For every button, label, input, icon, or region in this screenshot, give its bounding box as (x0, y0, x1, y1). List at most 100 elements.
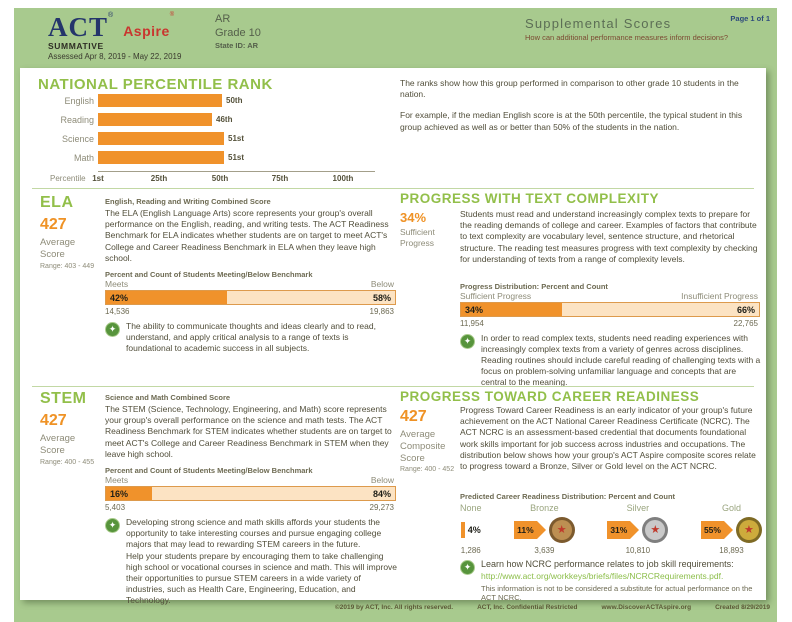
level-name: None (460, 503, 482, 513)
text-complexity-body: Students must read and understand increa… (460, 209, 758, 264)
section-divider (32, 188, 754, 189)
ela-note: ✦ The ability to communicate thoughts an… (105, 321, 397, 354)
career-score-label: Average Composite Score (400, 429, 446, 464)
ela-meets-segment: 42% (106, 291, 228, 304)
npr-value-label: 51st (228, 134, 245, 143)
level-silver: Silver 31% ★ 10,810 (607, 503, 669, 555)
npr-value-label: 46th (216, 115, 233, 124)
stem-note: ✦ Developing strong science and math ski… (105, 517, 401, 606)
arrow-right-icon: 11% (514, 521, 546, 539)
ela-counts: 14,536 19,863 (105, 307, 394, 316)
npr-tick: 50th (211, 174, 229, 183)
career-note-lead: Learn how NCRC performance relates to jo… (481, 559, 734, 569)
stem-below-segment: 84% (152, 487, 395, 500)
stem-body: The STEM (Science, Technology, Engineeri… (105, 404, 392, 459)
npr-row-math: Math 51st (38, 151, 398, 164)
silver-medal-icon: ★ (642, 517, 669, 543)
ela-bar-labels: Meets Below (105, 279, 394, 289)
npr-tick: 75th (271, 174, 289, 183)
medal-inner (738, 520, 759, 540)
medal-star-icon: ★ (556, 524, 567, 536)
level-count: 10,810 (625, 546, 651, 555)
npr-category-label: Math (73, 152, 94, 163)
sufficient-label: Sufficient Progress (460, 291, 532, 301)
ela-benchmark-label: Percent and Count of Students Meeting/Be… (105, 270, 313, 279)
report-title: Supplemental Scores (525, 16, 672, 31)
ela-score: 427 (40, 216, 67, 233)
npr-description-1: The ranks show how this group performed … (400, 78, 739, 100)
stem-title: STEM (40, 390, 87, 407)
arrow-right-icon: 31% (607, 521, 640, 539)
bronze-medal-icon: ★ (548, 517, 575, 543)
level-bronze-content: 11% ★ (514, 517, 575, 543)
none-bar-icon (460, 522, 465, 538)
text-complexity-dist-label: Progress Distribution: Percent and Count (460, 282, 608, 291)
npr-tick: 1st (92, 174, 104, 183)
level-silver-content: 31% ★ (607, 517, 669, 543)
none-pct: 4% (467, 525, 481, 535)
stem-meets-segment: 16% (106, 487, 153, 500)
ncrc-requirements-link[interactable]: http://www.act.org/workkeys/briefs/files… (481, 570, 724, 581)
sufficient-count: 11,954 (460, 319, 484, 328)
act-aspire-logo: ACT®Aspire® (48, 12, 174, 43)
arrow-right-icon: 55% (700, 521, 733, 539)
insight-compass-icon: ✦ (460, 334, 475, 349)
career-dist-label: Predicted Career Readiness Distribution:… (460, 492, 676, 501)
insufficient-segment: 66% (562, 303, 759, 316)
medal-inner (645, 520, 666, 540)
npr-tick: 25th (150, 174, 168, 183)
ela-below-count: 19,863 (369, 307, 394, 316)
career-note: ✦ Learn how NCRC performance relates to … (460, 559, 763, 602)
career-disclaimer: This information is not to be considered… (481, 583, 753, 603)
insufficient-label: Insufficient Progress (681, 291, 758, 301)
level-count: 3,639 (534, 546, 555, 555)
stem-note-1: Developing strong science and math skill… (126, 517, 382, 550)
text-complexity-counts: 11,954 22,765 (460, 319, 758, 328)
insufficient-count: 22,765 (733, 319, 758, 328)
act-logo-text: ACT (48, 12, 109, 42)
ela-note-text: The ability to communicate thoughts and … (126, 321, 376, 354)
page-number: Page 1 of 1 (730, 14, 770, 23)
stem-meets-label: Meets (105, 475, 129, 485)
npr-tick: 100th (332, 174, 354, 183)
footer-website[interactable]: www.DiscoverACTAspire.org (601, 604, 692, 611)
footer-confidential: ACT, Inc. Confidential Restricted (477, 604, 578, 611)
ela-body: The ELA (English Language Arts) score re… (105, 208, 389, 263)
arrow-tip-icon (630, 521, 640, 539)
registered-mark-icon: ® (169, 12, 175, 18)
level-bronze: Bronze 11% ★ 3,639 (514, 503, 575, 555)
level-count: 1,286 (460, 546, 481, 555)
text-complexity-pct-label: Sufficient Progress (400, 227, 435, 248)
npr-value-label: 51st (228, 153, 245, 162)
stem-score: 427 (40, 412, 67, 429)
insight-compass-icon: ✦ (460, 560, 475, 575)
npr-value-label: 50th (226, 96, 243, 105)
npr-bar-math (98, 151, 224, 164)
insight-compass-icon: ✦ (105, 518, 120, 533)
medal-star-icon: ★ (650, 524, 661, 536)
stem-benchmark-label: Percent and Count of Students Meeting/Be… (105, 466, 313, 475)
ela-meets-count: 14,536 (105, 307, 130, 316)
text-complexity-bar-labels: Sufficient Progress Insufficient Progres… (460, 291, 758, 301)
sufficient-pct: 34% (465, 304, 484, 315)
gold-medal-icon: ★ (735, 517, 762, 543)
ela-below-label: Below (370, 279, 394, 289)
npr-row-science: Science 51st (38, 132, 398, 145)
career-note-text: Learn how NCRC performance relates to jo… (481, 559, 763, 602)
bronze-pct: 11% (514, 521, 537, 539)
stem-meets-pct: 16% (110, 488, 129, 499)
ela-below-segment: 58% (227, 291, 395, 304)
career-body: Progress Toward Career Readiness is an e… (460, 405, 756, 472)
stem-score-range: Range: 400 - 455 (40, 459, 95, 466)
text-complexity-title: PROGRESS WITH TEXT COMPLEXITY (400, 191, 660, 206)
assessed-dates: Assessed Apr 8, 2019 - May 22, 2019 (48, 52, 182, 61)
npr-bar-science (98, 132, 224, 145)
stem-bar-labels: Meets Below (105, 475, 394, 485)
arrow-tip-icon (723, 521, 733, 539)
stem-note-text: Developing strong science and math skill… (126, 517, 401, 606)
ela-title: ELA (40, 194, 74, 211)
level-name: Bronze (530, 503, 559, 513)
stem-below-pct: 84% (372, 488, 391, 499)
text-complexity-pct: 34% (400, 210, 427, 225)
aspire-logo-text: Aspire (123, 23, 170, 39)
